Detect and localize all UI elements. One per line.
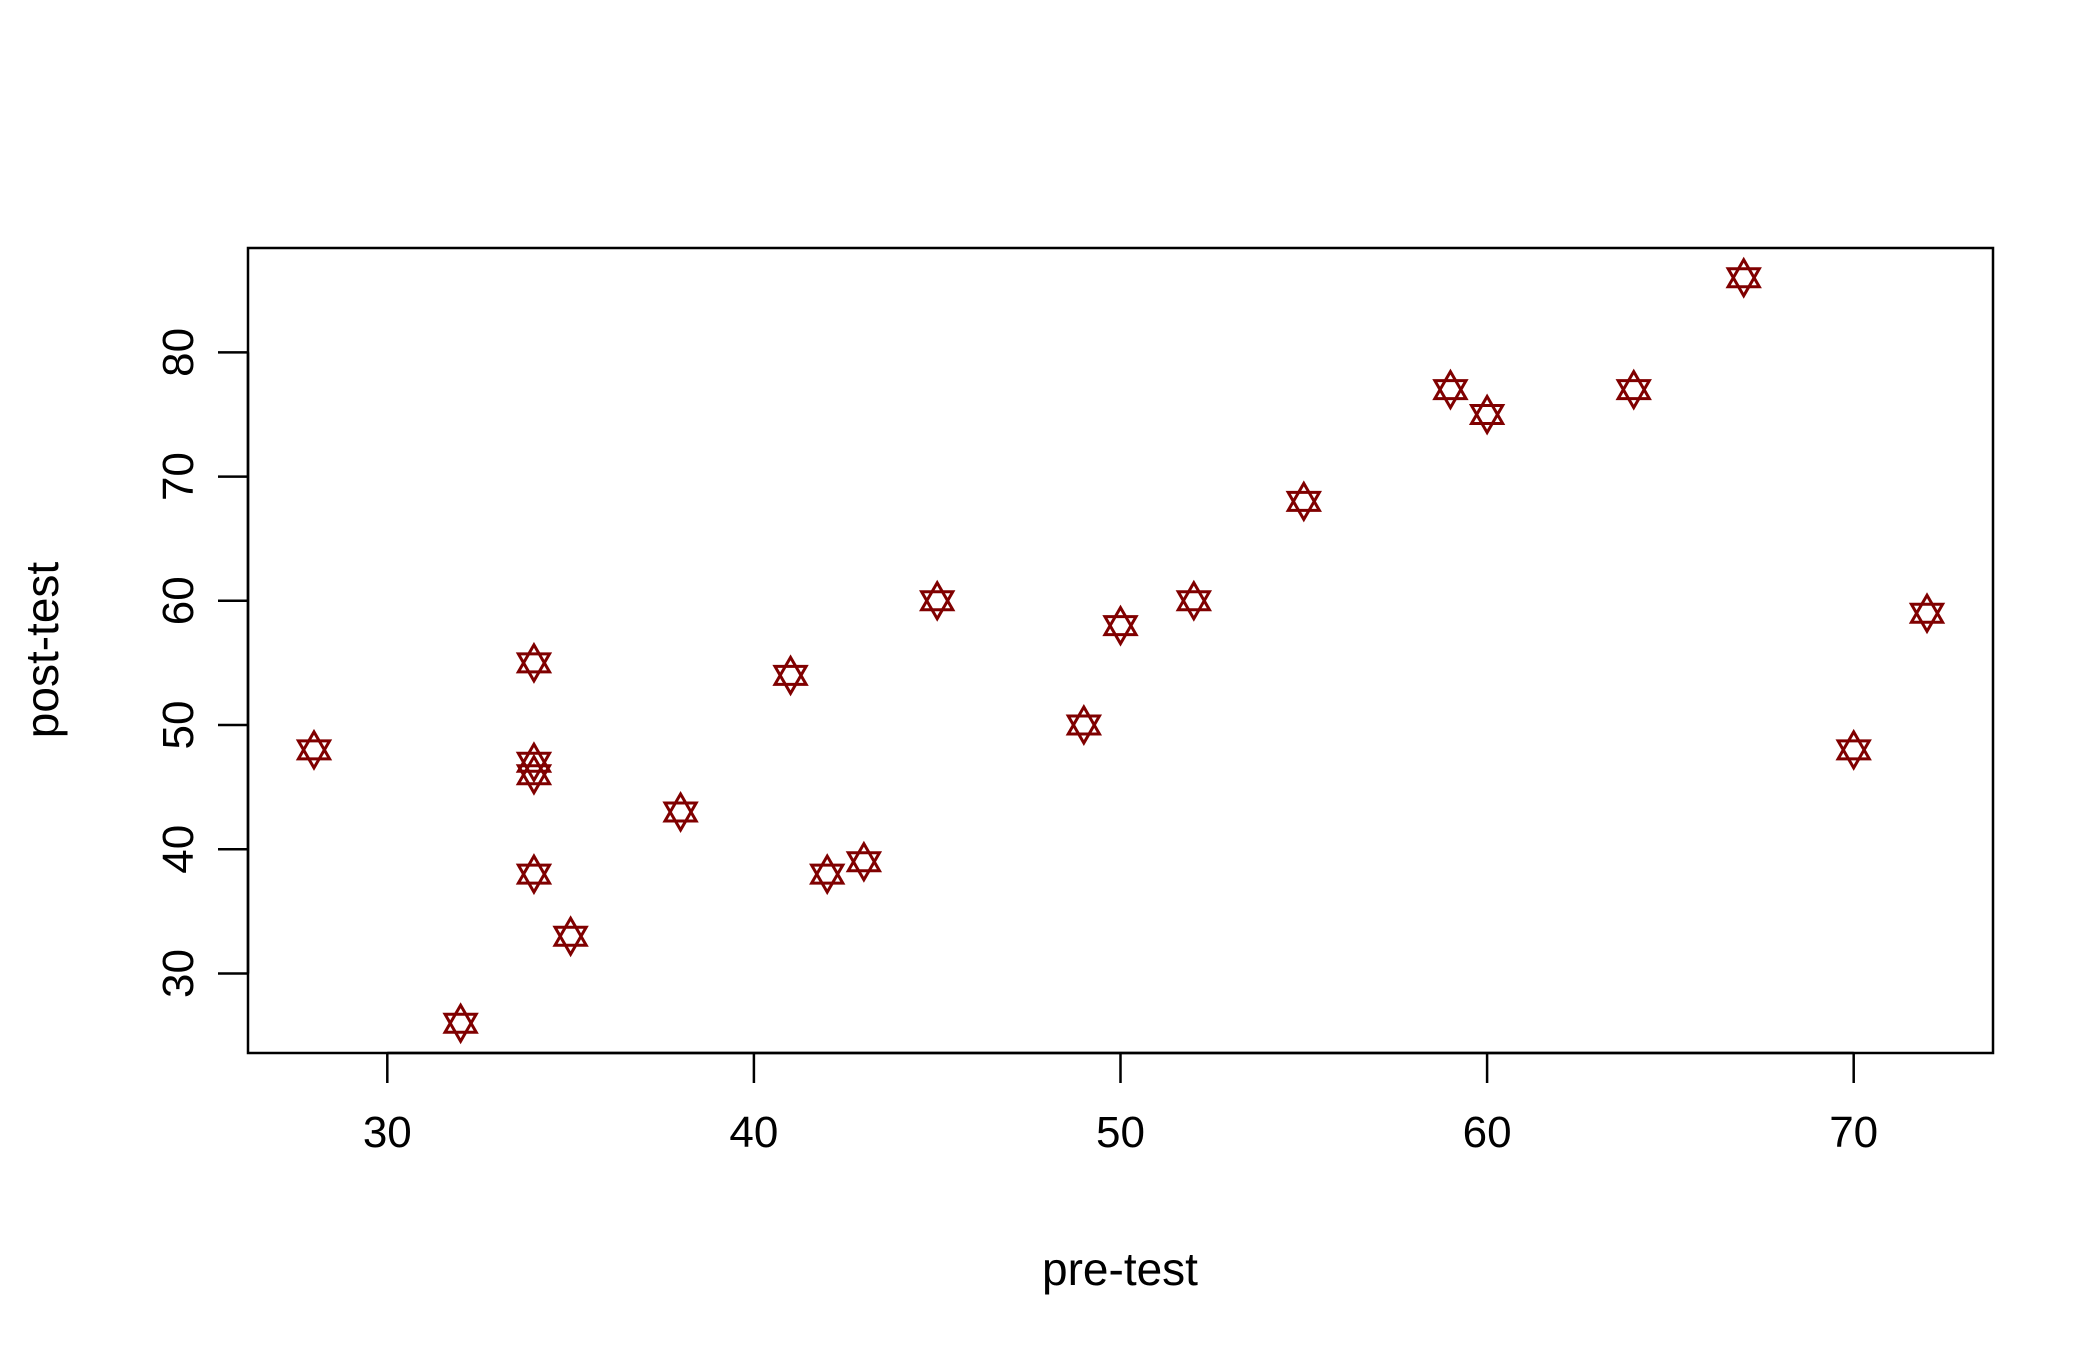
data-point bbox=[809, 853, 846, 896]
marker-triangle-down bbox=[1468, 403, 1506, 436]
marker-triangle-up bbox=[1725, 256, 1762, 289]
data-point bbox=[662, 790, 699, 834]
marker-triangle-down bbox=[515, 652, 553, 684]
data-point bbox=[552, 915, 589, 958]
marker-triangle-down bbox=[1175, 590, 1213, 622]
x-tick-label: 70 bbox=[1829, 1108, 1878, 1157]
data-point bbox=[295, 728, 333, 771]
marker-triangle-up bbox=[845, 840, 883, 873]
marker-triangle-up bbox=[1065, 704, 1103, 736]
data-point bbox=[1065, 704, 1103, 747]
data-point bbox=[1102, 604, 1139, 647]
data-point bbox=[1725, 256, 1762, 299]
marker-triangle-up bbox=[442, 1002, 479, 1034]
data-point bbox=[772, 654, 809, 697]
data-point bbox=[1835, 728, 1872, 771]
y-axis-label: post-test bbox=[16, 562, 68, 739]
y-tick-label: 40 bbox=[154, 825, 203, 874]
marker-triangle-down bbox=[1432, 379, 1469, 411]
marker-triangle-up bbox=[515, 741, 553, 773]
marker-triangle-up bbox=[809, 853, 846, 885]
marker-triangle-down bbox=[442, 1012, 479, 1045]
marker-triangle-up bbox=[515, 753, 553, 786]
marker-triangle-down bbox=[515, 863, 553, 896]
data-point bbox=[515, 853, 553, 896]
x-axis: 30 40 50 60 70 bbox=[363, 1051, 1878, 1157]
data-point bbox=[919, 579, 956, 622]
marker-triangle-up bbox=[1432, 368, 1469, 401]
marker-triangle-up bbox=[1908, 592, 1946, 624]
data-point bbox=[515, 753, 553, 796]
marker-triangle-up bbox=[1175, 579, 1213, 612]
y-tick-label: 70 bbox=[154, 452, 203, 501]
marker-triangle-up bbox=[1102, 604, 1139, 637]
x-tick-label: 40 bbox=[729, 1108, 778, 1157]
marker-triangle-down bbox=[772, 664, 809, 697]
marker-triangle-down bbox=[515, 764, 553, 796]
marker-triangle-down bbox=[1285, 490, 1322, 523]
plot-frame bbox=[246, 246, 1995, 1055]
data-point bbox=[1908, 592, 1946, 635]
x-axis-label: pre-test bbox=[1042, 1243, 1198, 1295]
marker-triangle-down bbox=[295, 739, 333, 771]
marker-triangle-up bbox=[1285, 480, 1322, 512]
marker-triangle-down bbox=[1725, 267, 1762, 299]
y-axis: 30 40 50 60 70 80 bbox=[154, 328, 250, 998]
marker-triangle-up bbox=[772, 654, 809, 686]
marker-triangle-up bbox=[1468, 393, 1506, 425]
marker-triangle-down bbox=[1102, 615, 1139, 647]
x-tick-label: 60 bbox=[1463, 1108, 1512, 1157]
x-tick-label: 30 bbox=[363, 1108, 412, 1157]
x-tick-label: 50 bbox=[1096, 1108, 1145, 1157]
y-tick-label: 60 bbox=[154, 576, 203, 625]
y-tick-label: 80 bbox=[154, 328, 203, 377]
marker-triangle-up bbox=[515, 641, 553, 674]
data-point bbox=[1285, 480, 1322, 523]
data-point bbox=[1175, 579, 1213, 622]
marker-triangle-down bbox=[919, 590, 956, 622]
y-tick-label: 30 bbox=[154, 949, 203, 998]
data-point bbox=[515, 641, 553, 684]
marker-triangle-up bbox=[552, 915, 589, 947]
data-point bbox=[1468, 393, 1506, 436]
marker-triangle-down bbox=[662, 801, 699, 834]
y-tick-label: 50 bbox=[154, 701, 203, 750]
marker-triangle-up bbox=[515, 853, 553, 885]
marker-triangle-up bbox=[919, 579, 956, 612]
marker-triangle-up bbox=[662, 790, 699, 823]
marker-triangle-down bbox=[845, 851, 883, 883]
marker-triangle-down bbox=[809, 863, 846, 896]
data-point bbox=[845, 840, 883, 883]
data-point bbox=[1615, 368, 1652, 411]
marker-triangle-down bbox=[1065, 714, 1103, 747]
data-points bbox=[295, 256, 1946, 1045]
marker-triangle-up bbox=[1835, 728, 1872, 761]
data-point bbox=[1432, 368, 1469, 411]
marker-triangle-down bbox=[1835, 739, 1872, 771]
data-point bbox=[442, 1002, 479, 1045]
marker-triangle-down bbox=[1615, 379, 1652, 411]
marker-triangle-down bbox=[552, 925, 589, 958]
marker-triangle-down bbox=[1908, 602, 1946, 635]
marker-triangle-up bbox=[1615, 368, 1652, 401]
marker-triangle-up bbox=[295, 728, 333, 761]
